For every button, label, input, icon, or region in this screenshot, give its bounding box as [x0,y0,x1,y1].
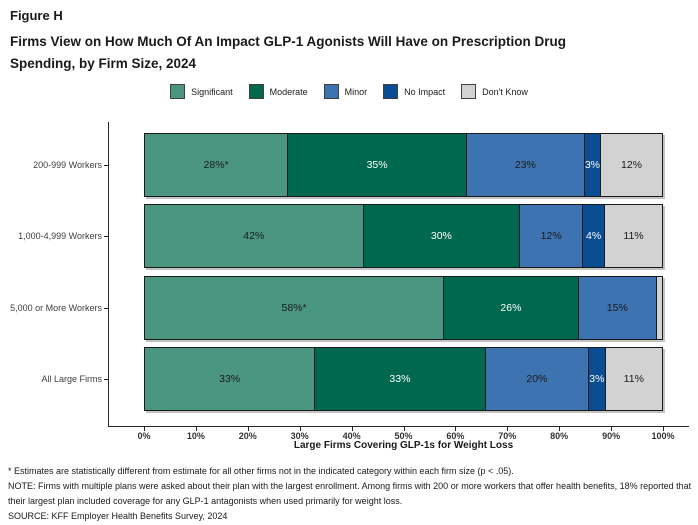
x-axis-tick [403,427,405,431]
bar-segment: 15% [577,277,656,339]
bar-segment: 11% [604,205,663,267]
bar-row: 42% 30% 12% 4% 11% [144,204,663,268]
y-axis-tick [104,308,108,309]
bar-segment: 28%* [145,134,288,196]
x-axis-title: Large Firms Covering GLP-1s for Weight L… [293,440,514,451]
y-axis-category-label: All Large Firms [41,374,102,384]
x-axis-tick-label: 100% [651,431,675,441]
legend-swatch-icon [248,84,264,99]
bar-segment-label: 33% [219,373,241,385]
bar-segment-label: 20% [526,373,548,385]
x-axis-tick [144,427,145,431]
x-axis-tick [195,427,197,431]
bar-segment-label: 11% [623,373,644,385]
legend-item: No Impact [383,84,445,99]
x-axis-tick-label: 40% [342,431,361,441]
x-axis-tick [507,427,509,431]
bar-segment: 30% [362,205,520,267]
footnotes: * Estimates are statistically different … [8,464,696,524]
footnote-source: SOURCE: KFF Employer Health Benefits Sur… [8,511,228,521]
legend-swatch-icon [383,84,399,99]
figure-label: Figure H [10,8,63,23]
x-axis-tick [559,427,561,431]
bar-segment-label: 42% [243,230,265,242]
legend-label: Significant [191,86,233,97]
y-axis-tick [104,379,108,380]
chart-title-line-2: Spending, by Firm Size, 2024 [10,56,197,71]
bar-segment-label: 30% [430,230,452,242]
bar-segment: 26% [443,277,578,339]
legend-swatch-icon [323,84,339,99]
y-axis-tick [104,165,108,166]
bar-segment: 4% [582,205,605,267]
legend-swatch-icon [461,84,477,99]
y-axis-category-label: 1,000-4,999 Workers [18,231,102,241]
x-axis-tick [455,427,457,431]
x-axis-tick-label: 10% [186,431,205,441]
x-axis-tick [611,427,613,431]
bar-segment: 23% [465,134,584,196]
y-axis-tick [104,236,108,237]
bar-segment: 3% [588,348,605,410]
bar-segment-label: 26% [500,302,522,314]
y-axis-category-label: 5,000 or More Workers [10,303,102,313]
bar-segment-label: 4% [586,230,602,242]
x-axis-tick-label: 0% [137,431,151,441]
bar-segment-label: 3% [589,373,605,385]
x-axis-tick-label: 30% [290,431,309,441]
x-axis-tick [247,427,249,431]
legend-item: Don't Know [461,84,528,99]
bar-segment: 12% [600,134,662,196]
bar-segment: 3% [583,134,601,196]
bar-segment-label: 11% [623,230,644,242]
bar-segment [655,277,662,339]
x-axis-tick-label: 70% [498,431,517,441]
bar-segment: 42% [145,205,363,267]
legend-label: Minor [344,86,368,97]
bar-segment-label: 28%* [203,159,229,171]
bar-segment-label: 33% [389,373,411,385]
bar-segment: 33% [314,348,485,410]
bar-row: 28%* 35% 23% 3% 12% [144,133,663,197]
x-axis-tick-label: 60% [446,431,465,441]
bar-segment: 33% [145,348,315,410]
bar-segment: 11% [604,348,663,410]
legend-item: Significant [170,84,233,99]
bar-segment: 58%* [145,277,444,339]
x-axis-tick-label: 80% [550,431,569,441]
x-axis-tick [299,427,301,431]
legend: Significant Moderate Minor No Impact Don't K… [0,84,698,99]
bar-segment-label: 12% [621,159,643,171]
chart-header: Figure H Firms View on How Much Of An Im… [10,8,670,75]
x-axis-line [108,426,689,427]
bar-segment: 20% [484,348,589,410]
bar-segment: 35% [287,134,466,196]
x-axis-tick [663,427,664,431]
footnote-note: NOTE: Firms with multiple plans were ask… [8,481,692,506]
legend-item: Minor [323,84,368,99]
bar-segment: 12% [519,205,583,267]
legend-item: Moderate [248,84,308,99]
x-axis-tick-label: 90% [602,431,621,441]
legend-label: Don't Know [482,86,528,97]
footnote-asterisk: * Estimates are statistically different … [8,466,514,476]
bar-row: 58%* 26% 15% [144,276,663,340]
legend-label: No Impact [404,86,446,97]
bar-row: 33% 33% 20% 3% 11% [144,347,663,411]
bar-segment-label: 58%* [281,302,307,314]
legend-swatch-icon [170,84,186,99]
y-axis-category-label: 200-999 Workers [33,160,102,170]
x-axis-tick-label: 20% [238,431,257,441]
y-axis-line [108,122,109,426]
bar-segment-label: 23% [514,159,536,171]
legend-label: Moderate [269,86,308,97]
bar-segment-label: 3% [584,159,601,171]
bar-segment-label: 12% [540,230,562,242]
bar-segment-label: 35% [366,159,388,171]
chart-title-line-1: Firms View on How Much Of An Impact GLP-… [10,34,566,49]
bar-segment-label: 15% [606,302,628,314]
x-axis-tick-label: 50% [394,431,413,441]
x-axis-tick [351,427,353,431]
